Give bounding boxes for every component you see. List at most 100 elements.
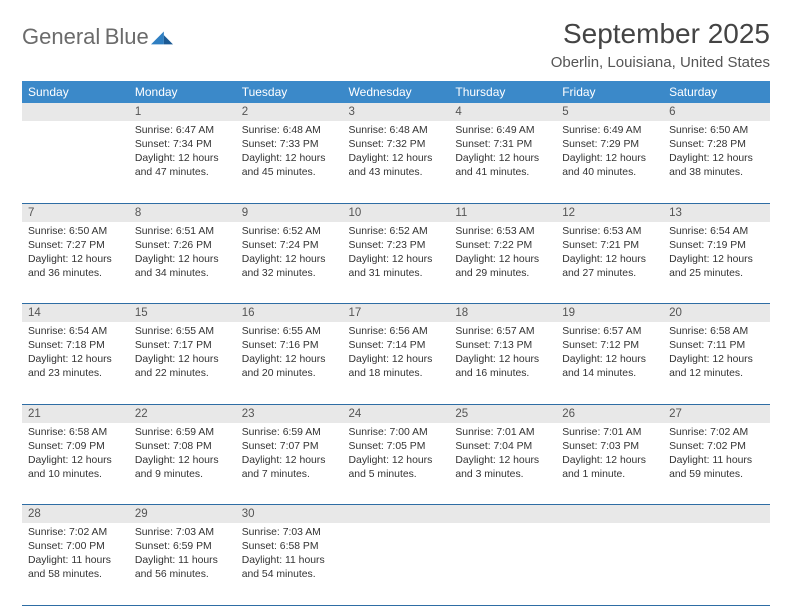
- day-detail: Sunrise: 7:01 AMSunset: 7:04 PMDaylight:…: [449, 423, 556, 488]
- day-cell: Sunrise: 6:52 AMSunset: 7:24 PMDaylight:…: [236, 222, 343, 304]
- daynum-cell: 2: [236, 103, 343, 121]
- daynum-cell: 28: [22, 505, 129, 524]
- daynum-cell: 5: [556, 103, 663, 121]
- daybody-row: Sunrise: 6:50 AMSunset: 7:27 PMDaylight:…: [22, 222, 770, 304]
- daynum-cell: [343, 505, 450, 524]
- daynum-cell: 30: [236, 505, 343, 524]
- daynum-cell: 14: [22, 304, 129, 323]
- day-detail: Sunrise: 6:52 AMSunset: 7:24 PMDaylight:…: [236, 222, 343, 287]
- day-cell: Sunrise: 7:01 AMSunset: 7:03 PMDaylight:…: [556, 423, 663, 505]
- day-detail: Sunrise: 6:59 AMSunset: 7:08 PMDaylight:…: [129, 423, 236, 488]
- daynum-cell: [22, 103, 129, 121]
- day-detail: Sunrise: 6:51 AMSunset: 7:26 PMDaylight:…: [129, 222, 236, 287]
- day-cell: Sunrise: 7:03 AMSunset: 6:59 PMDaylight:…: [129, 523, 236, 605]
- day-detail: Sunrise: 7:01 AMSunset: 7:03 PMDaylight:…: [556, 423, 663, 488]
- day-cell: Sunrise: 6:59 AMSunset: 7:08 PMDaylight:…: [129, 423, 236, 505]
- day-detail: Sunrise: 6:47 AMSunset: 7:34 PMDaylight:…: [129, 121, 236, 186]
- brand-name-1: General: [22, 24, 100, 49]
- daybody-row: Sunrise: 6:54 AMSunset: 7:18 PMDaylight:…: [22, 322, 770, 404]
- day-cell: Sunrise: 6:49 AMSunset: 7:31 PMDaylight:…: [449, 121, 556, 203]
- month-title: September 2025: [551, 18, 770, 50]
- daynum-cell: 6: [663, 103, 770, 121]
- day-cell: Sunrise: 6:48 AMSunset: 7:32 PMDaylight:…: [343, 121, 450, 203]
- day-cell: Sunrise: 6:53 AMSunset: 7:21 PMDaylight:…: [556, 222, 663, 304]
- daynum-row: 123456: [22, 103, 770, 121]
- day-detail: Sunrise: 6:58 AMSunset: 7:09 PMDaylight:…: [22, 423, 129, 488]
- daynum-row: 78910111213: [22, 203, 770, 222]
- daynum-cell: 16: [236, 304, 343, 323]
- day-cell: Sunrise: 6:48 AMSunset: 7:33 PMDaylight:…: [236, 121, 343, 203]
- day-cell: Sunrise: 6:58 AMSunset: 7:09 PMDaylight:…: [22, 423, 129, 505]
- day-cell: [663, 523, 770, 605]
- day-cell: Sunrise: 6:58 AMSunset: 7:11 PMDaylight:…: [663, 322, 770, 404]
- daynum-cell: 20: [663, 304, 770, 323]
- day-detail: Sunrise: 6:57 AMSunset: 7:12 PMDaylight:…: [556, 322, 663, 387]
- daynum-cell: 25: [449, 404, 556, 423]
- dayhead-sun: Sunday: [22, 81, 129, 103]
- daynum-cell: 26: [556, 404, 663, 423]
- daynum-cell: 3: [343, 103, 450, 121]
- day-cell: [343, 523, 450, 605]
- daybody-row: Sunrise: 6:47 AMSunset: 7:34 PMDaylight:…: [22, 121, 770, 203]
- daynum-cell: 18: [449, 304, 556, 323]
- location-text: Oberlin, Louisiana, United States: [551, 54, 770, 71]
- day-detail: Sunrise: 6:48 AMSunset: 7:33 PMDaylight:…: [236, 121, 343, 186]
- daynum-cell: 17: [343, 304, 450, 323]
- day-detail: Sunrise: 6:48 AMSunset: 7:32 PMDaylight:…: [343, 121, 450, 186]
- day-cell: Sunrise: 7:02 AMSunset: 7:00 PMDaylight:…: [22, 523, 129, 605]
- day-detail: Sunrise: 6:57 AMSunset: 7:13 PMDaylight:…: [449, 322, 556, 387]
- page-header: General Blue September 2025 Oberlin, Lou…: [22, 18, 770, 71]
- day-detail: Sunrise: 6:59 AMSunset: 7:07 PMDaylight:…: [236, 423, 343, 488]
- day-cell: Sunrise: 6:53 AMSunset: 7:22 PMDaylight:…: [449, 222, 556, 304]
- day-cell: Sunrise: 6:50 AMSunset: 7:27 PMDaylight:…: [22, 222, 129, 304]
- day-cell: Sunrise: 7:00 AMSunset: 7:05 PMDaylight:…: [343, 423, 450, 505]
- dayhead-wed: Wednesday: [343, 81, 450, 103]
- day-detail: Sunrise: 7:03 AMSunset: 6:59 PMDaylight:…: [129, 523, 236, 588]
- daynum-cell: [449, 505, 556, 524]
- daynum-cell: 15: [129, 304, 236, 323]
- day-cell: [22, 121, 129, 203]
- day-detail: Sunrise: 6:49 AMSunset: 7:31 PMDaylight:…: [449, 121, 556, 186]
- dayhead-tue: Tuesday: [236, 81, 343, 103]
- day-detail: Sunrise: 6:50 AMSunset: 7:28 PMDaylight:…: [663, 121, 770, 186]
- brand-name-2: Blue: [105, 24, 149, 49]
- day-cell: Sunrise: 6:55 AMSunset: 7:16 PMDaylight:…: [236, 322, 343, 404]
- daynum-cell: 19: [556, 304, 663, 323]
- day-cell: Sunrise: 6:50 AMSunset: 7:28 PMDaylight:…: [663, 121, 770, 203]
- day-cell: Sunrise: 7:02 AMSunset: 7:02 PMDaylight:…: [663, 423, 770, 505]
- title-block: September 2025 Oberlin, Louisiana, Unite…: [551, 18, 770, 71]
- calendar-table: Sunday Monday Tuesday Wednesday Thursday…: [22, 81, 770, 606]
- daynum-cell: 29: [129, 505, 236, 524]
- daynum-cell: 13: [663, 203, 770, 222]
- daynum-cell: 12: [556, 203, 663, 222]
- day-cell: Sunrise: 6:56 AMSunset: 7:14 PMDaylight:…: [343, 322, 450, 404]
- daynum-cell: 24: [343, 404, 450, 423]
- daybody-row: Sunrise: 6:58 AMSunset: 7:09 PMDaylight:…: [22, 423, 770, 505]
- brand-logo: General Blue: [22, 24, 173, 50]
- daynum-cell: [663, 505, 770, 524]
- daynum-cell: 27: [663, 404, 770, 423]
- day-detail: Sunrise: 7:02 AMSunset: 7:02 PMDaylight:…: [663, 423, 770, 488]
- day-cell: [449, 523, 556, 605]
- day-detail: Sunrise: 6:49 AMSunset: 7:29 PMDaylight:…: [556, 121, 663, 186]
- daynum-cell: 4: [449, 103, 556, 121]
- dayhead-fri: Friday: [556, 81, 663, 103]
- daybody-row: Sunrise: 7:02 AMSunset: 7:00 PMDaylight:…: [22, 523, 770, 605]
- dayhead-thu: Thursday: [449, 81, 556, 103]
- day-cell: Sunrise: 6:59 AMSunset: 7:07 PMDaylight:…: [236, 423, 343, 505]
- daynum-cell: 23: [236, 404, 343, 423]
- day-detail: Sunrise: 6:58 AMSunset: 7:11 PMDaylight:…: [663, 322, 770, 387]
- daynum-cell: 1: [129, 103, 236, 121]
- dayhead-mon: Monday: [129, 81, 236, 103]
- daynum-cell: 10: [343, 203, 450, 222]
- day-detail: Sunrise: 6:55 AMSunset: 7:17 PMDaylight:…: [129, 322, 236, 387]
- day-header-row: Sunday Monday Tuesday Wednesday Thursday…: [22, 81, 770, 103]
- day-detail: Sunrise: 6:53 AMSunset: 7:22 PMDaylight:…: [449, 222, 556, 287]
- day-cell: Sunrise: 7:01 AMSunset: 7:04 PMDaylight:…: [449, 423, 556, 505]
- day-cell: Sunrise: 6:47 AMSunset: 7:34 PMDaylight:…: [129, 121, 236, 203]
- daynum-cell: 9: [236, 203, 343, 222]
- brand-triangle-icon: [151, 29, 173, 45]
- day-cell: Sunrise: 6:57 AMSunset: 7:13 PMDaylight:…: [449, 322, 556, 404]
- day-cell: Sunrise: 6:51 AMSunset: 7:26 PMDaylight:…: [129, 222, 236, 304]
- daynum-row: 21222324252627: [22, 404, 770, 423]
